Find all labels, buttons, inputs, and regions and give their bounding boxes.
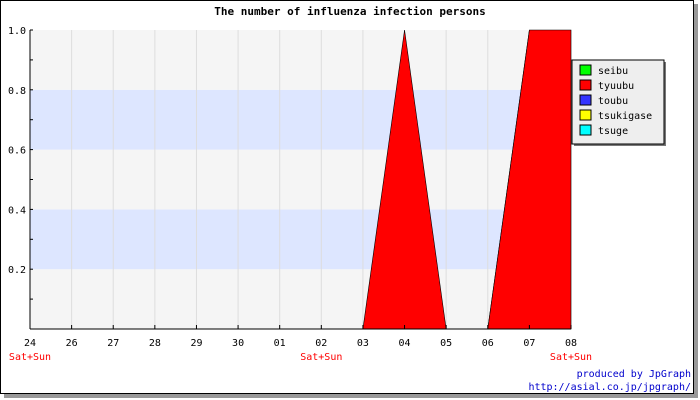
y-tick-label: 0.6 <box>8 146 26 157</box>
x-tick-label: 29 <box>190 338 202 349</box>
weekend-label: Sat+Sun <box>9 352 51 363</box>
credit-line-2: http://asial.co.jp/jpgraph/ <box>528 382 691 393</box>
legend-label-tsuge: tsuge <box>598 126 628 137</box>
x-tick-label: 30 <box>232 338 244 349</box>
y-tick-label: 1.0 <box>8 26 26 37</box>
y-tick-label: 0.2 <box>8 265 26 276</box>
x-tick-label: 28 <box>149 338 161 349</box>
legend-swatch-tyuubu <box>579 79 592 91</box>
x-tick-label: 04 <box>399 338 411 349</box>
legend-label-tsukigase: tsukigase <box>598 111 652 122</box>
legend-swatch-tsuge <box>579 124 592 136</box>
x-tick-label: 26 <box>66 338 78 349</box>
axes-layer: 0.2 0.4 0.6 0.8 1.0 24 26 27 28 29 30 01 02 03 04 05 06 0… <box>8 26 592 363</box>
plot-band <box>30 30 571 90</box>
weekend-label: Sat+Sun <box>300 352 342 363</box>
legend-label-toubu: toubu <box>598 96 628 107</box>
plot-band <box>30 149 571 210</box>
band-layer <box>30 30 571 329</box>
plot-band <box>30 269 571 329</box>
y-tick-label: 0.4 <box>8 205 26 216</box>
x-tick-label: 08 <box>565 338 577 349</box>
legend-label-tyuubu: tyuubu <box>598 81 634 92</box>
legend-swatch-tsukigase <box>579 109 592 121</box>
x-tick-label: 05 <box>440 338 452 349</box>
x-tick-label: 06 <box>482 338 494 349</box>
legend-swatch-toubu <box>579 94 592 106</box>
chart-title: The number of influenza infection person… <box>214 5 486 18</box>
x-tick-label: 07 <box>523 338 535 349</box>
legend-label-seibu: seibu <box>598 66 628 77</box>
x-tick-label: 01 <box>274 338 286 349</box>
credit-line-1: produced by JpGraph <box>577 369 691 380</box>
x-tick-label: 03 <box>357 338 369 349</box>
plot-band <box>30 209 571 270</box>
x-tick-label: 24 <box>24 338 36 349</box>
y-tick-label: 0.8 <box>8 86 26 97</box>
legend-swatch-seibu <box>579 64 592 76</box>
x-tick-label: 27 <box>107 338 119 349</box>
plot-band <box>30 89 571 150</box>
x-tick-label: 02 <box>315 338 327 349</box>
legend: seibu tyuubu toubu tsukigase tsuge <box>571 59 666 146</box>
weekend-label: Sat+Sun <box>550 352 592 363</box>
